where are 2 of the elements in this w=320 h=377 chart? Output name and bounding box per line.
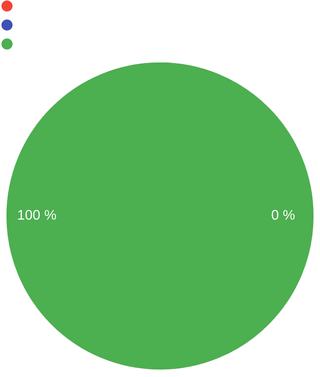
- data-label: 100 %: [18, 210, 56, 220]
- text: 0 %: [272, 210, 295, 220]
